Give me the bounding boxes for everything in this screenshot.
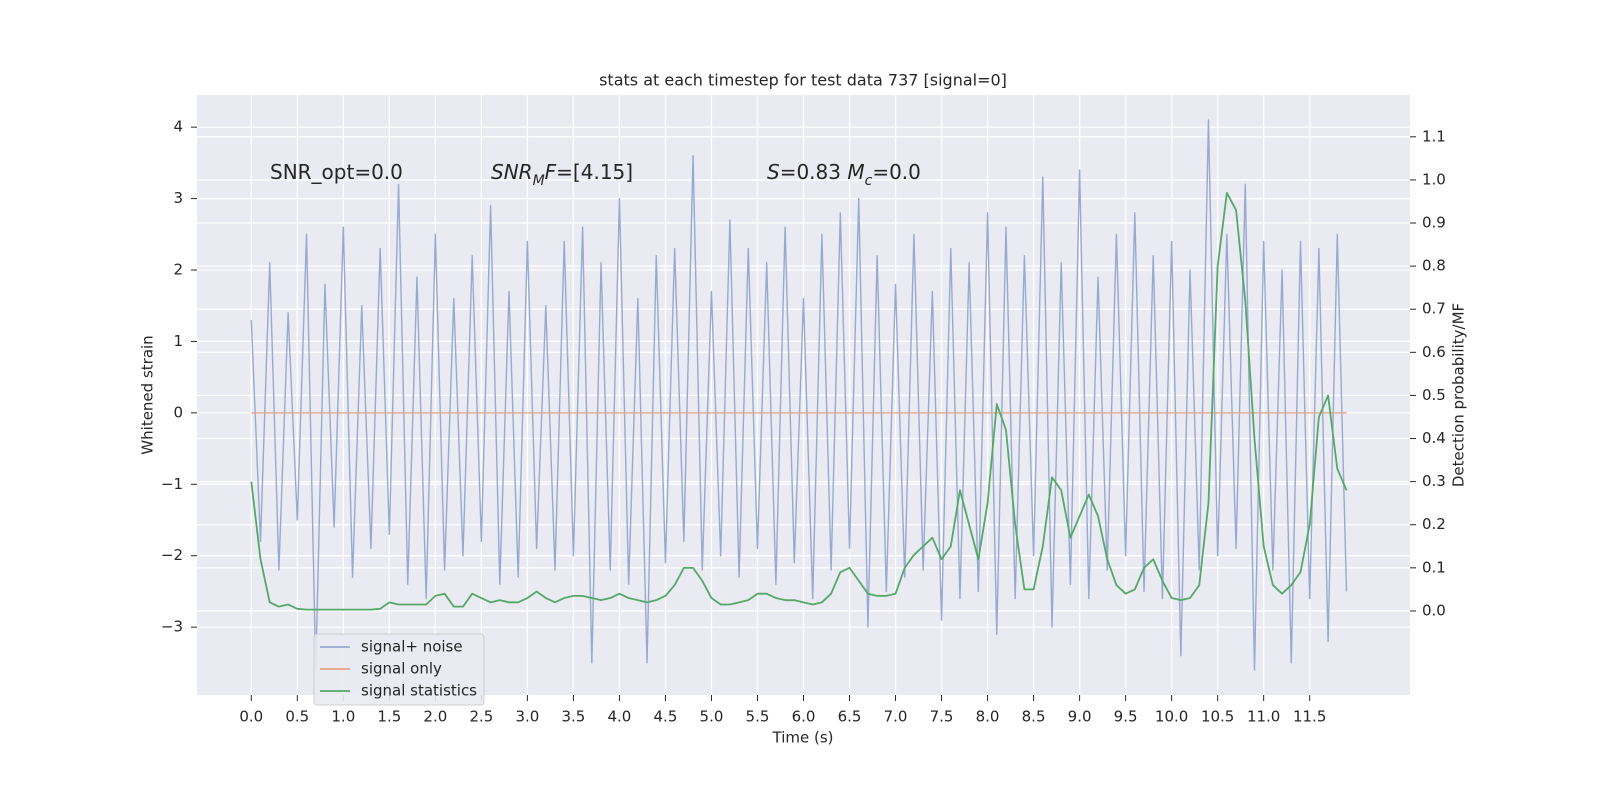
annotation-part: =0.0 [872, 160, 921, 184]
y2-tick-label: 0.3 [1422, 472, 1446, 490]
annotation-part: SNR_opt=0.0 [270, 160, 403, 184]
axes: 0.0 0.5 1.0 1.5 2.0 2.5 3.0 3.5 4.0 4.5 5.0 5.5 6.0 6… [161, 118, 1446, 726]
legend: signal+ noise signal only signal statistic… [313, 633, 485, 706]
y2-tick-label: 0.8 [1422, 257, 1446, 275]
y2-tick-label: 1.0 [1422, 170, 1446, 188]
x-tick-label: 7.5 [930, 708, 954, 726]
x-tick-label: 3.0 [515, 708, 539, 726]
x-tick-label: 4.5 [654, 708, 678, 726]
x-axis-label: Time (s) [772, 729, 834, 747]
x-tick-label: 11.5 [1293, 708, 1326, 726]
y-tick-label: −1 [161, 475, 183, 493]
x-tick-label: 2.5 [469, 708, 493, 726]
marks [250, 119, 1348, 671]
annotation-part: SNR [491, 160, 533, 184]
y2-tick-label: 0.1 [1422, 558, 1446, 576]
y-tick-label: 0 [173, 403, 183, 421]
annotation: S=0.83 Mc=0.0 [767, 160, 921, 190]
chart-title: stats at each timestep for test data 737… [599, 71, 1007, 90]
y2-tick-label: 0.6 [1422, 343, 1446, 361]
x-tick-label: 8.5 [1022, 708, 1046, 726]
annotation-part: =0.83 [780, 160, 848, 184]
y2-axis-label: Detection probability/MF [1450, 303, 1468, 487]
y-tick-label: 2 [173, 261, 183, 279]
legend-label: signal only [361, 660, 442, 678]
x-tick-label: 11.0 [1247, 708, 1280, 726]
annotation-part: M [847, 160, 864, 184]
x-tick-label: 10.5 [1201, 708, 1234, 726]
series-line [250, 119, 1348, 671]
y-tick-label: 1 [173, 332, 183, 350]
y-axis-label: Whitened strain [139, 335, 157, 454]
x-tick-label: 1.0 [331, 708, 355, 726]
x-tick-label: 9.0 [1068, 708, 1092, 726]
x-tick-label: 0.5 [285, 708, 309, 726]
annotation-part: M [533, 173, 545, 189]
annotation: SNRMF=[4.15] [491, 160, 633, 190]
x-tick-label: 6.5 [838, 708, 862, 726]
y-tick-label: −2 [161, 546, 183, 564]
y2-tick-label: 0.5 [1422, 386, 1446, 404]
y-tick-label: 4 [173, 118, 183, 136]
x-tick-label: 5.5 [746, 708, 770, 726]
y2-tick-label: 0.7 [1422, 300, 1446, 318]
y2-tick-label: 1.1 [1422, 127, 1446, 145]
y2-tick-label: 0.9 [1422, 214, 1446, 232]
legend-box [313, 633, 485, 706]
y2-tick-label: 0.0 [1422, 601, 1446, 619]
x-tick-label: 3.5 [561, 708, 585, 726]
annotation: SNR_opt=0.0 [270, 160, 403, 184]
annotation-part: =[4.15] [556, 160, 633, 184]
x-tick-label: 8.0 [976, 708, 1000, 726]
y2-tick-label: 0.4 [1422, 429, 1446, 447]
x-tick-label: 5.0 [700, 708, 724, 726]
x-tick-label: 2.0 [423, 708, 447, 726]
x-tick-label: 6.0 [792, 708, 816, 726]
x-tick-label: 9.5 [1114, 708, 1138, 726]
y-tick-label: 3 [173, 189, 183, 207]
legend-label: signal+ noise [361, 638, 463, 656]
annotation-part: S [767, 160, 780, 184]
x-tick-label: 0.0 [239, 708, 263, 726]
x-tick-label: 10.0 [1155, 708, 1188, 726]
annotation-part: c [865, 173, 873, 189]
x-tick-label: 7.0 [884, 708, 908, 726]
x-tick-label: 1.5 [377, 708, 401, 726]
series-line [250, 191, 1348, 611]
y2-tick-label: 0.2 [1422, 515, 1446, 533]
y-tick-label: −3 [161, 618, 183, 636]
annotation-part: F [545, 160, 557, 184]
legend-label: signal statistics [361, 682, 477, 700]
x-tick-label: 4.0 [608, 708, 632, 726]
